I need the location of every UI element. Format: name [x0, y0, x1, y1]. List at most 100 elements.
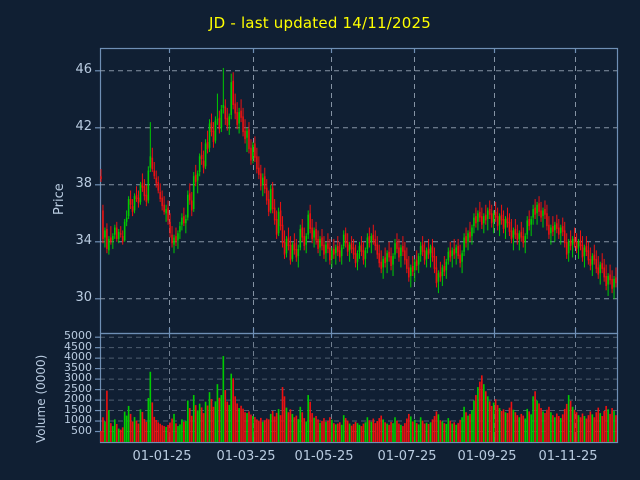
volume-bar — [212, 406, 215, 442]
volume-bar — [123, 411, 126, 442]
volume-bar — [591, 414, 594, 442]
volume-bar — [293, 417, 296, 442]
candle-body — [532, 209, 534, 218]
candle-body — [419, 246, 422, 255]
volume-bar — [404, 423, 406, 442]
volume-bar — [108, 410, 110, 442]
candle-body — [163, 204, 165, 212]
volume-bar — [356, 423, 359, 442]
volume-bar — [287, 412, 290, 442]
volume-bar — [370, 421, 373, 442]
candle-body — [129, 199, 132, 205]
candle-body — [392, 256, 394, 265]
volume-tick-label: 2500 — [64, 381, 92, 395]
volume-bar — [327, 420, 329, 442]
volume-bar — [346, 420, 349, 442]
volume-bar — [145, 421, 148, 442]
volume-bar — [522, 415, 525, 442]
candle-body — [153, 170, 156, 177]
candle-body — [557, 227, 560, 235]
volume-bar — [471, 410, 473, 442]
candle-body — [593, 254, 596, 261]
candle-body — [380, 261, 382, 269]
volume-bar — [331, 419, 333, 442]
volume-bar — [593, 417, 596, 442]
candle-body — [285, 238, 288, 254]
page-title: JD - last updated 14/11/2025 — [209, 14, 431, 32]
candle-body — [500, 214, 503, 221]
candle-body — [425, 250, 428, 259]
volume-bar — [336, 423, 339, 442]
candle-body — [518, 233, 521, 239]
volume-bar — [398, 423, 400, 442]
candle-body — [248, 129, 250, 150]
volume-bar — [488, 401, 491, 442]
volume-bar — [506, 413, 509, 442]
volume-bar — [112, 426, 114, 442]
volume-bar — [362, 423, 365, 442]
candle-body — [119, 233, 122, 235]
volume-bar — [483, 384, 485, 442]
volume-bar — [299, 406, 302, 442]
candle-body — [463, 237, 465, 252]
candle-body — [261, 177, 264, 185]
volume-bar — [121, 427, 124, 442]
volume-bar — [159, 423, 161, 442]
candle-body — [579, 240, 582, 247]
candle-body — [522, 236, 525, 244]
candle-body — [417, 256, 420, 265]
volume-bar — [135, 420, 138, 442]
volume-bar — [350, 425, 353, 442]
candle-body — [587, 250, 590, 261]
volume-tick-label: 3000 — [64, 371, 92, 385]
volume-bar — [125, 415, 128, 442]
candle-body — [413, 261, 416, 271]
candle-body — [342, 234, 345, 247]
candle-body — [569, 240, 572, 247]
volume-bar — [165, 426, 167, 442]
candle-body — [559, 227, 562, 234]
volume-bar — [317, 419, 319, 442]
volume-bar — [196, 410, 199, 442]
volume-bar — [110, 423, 112, 442]
volume-bar — [240, 405, 242, 442]
candle-body — [520, 231, 523, 238]
volume-bar — [413, 419, 416, 442]
volume-bar — [445, 423, 448, 442]
candle-body — [603, 267, 605, 278]
candle-body — [396, 241, 398, 249]
candle-body — [192, 176, 195, 210]
candle-body — [175, 236, 177, 242]
volume-bar — [486, 396, 489, 442]
candle-body — [433, 256, 436, 269]
volume-bar — [579, 417, 582, 442]
candle-body — [394, 243, 396, 255]
volume-bar — [512, 409, 515, 442]
candle-body — [577, 241, 580, 248]
candle-body — [366, 237, 369, 249]
volume-bar — [443, 423, 446, 442]
candle-body — [183, 216, 185, 224]
candle-body — [250, 147, 252, 161]
volume-bar — [232, 378, 234, 442]
volume-bar — [520, 413, 523, 442]
volume-bar — [475, 395, 477, 442]
candle-body — [556, 223, 558, 229]
volume-bar — [552, 415, 554, 442]
volume-bar — [285, 407, 288, 442]
candle-body — [615, 277, 617, 284]
candle-body — [484, 214, 487, 221]
volume-bar — [198, 403, 201, 442]
candle-body — [563, 230, 566, 244]
volume-bar — [175, 423, 177, 442]
volume-bar — [200, 407, 203, 442]
candle-body — [155, 177, 158, 184]
volume-bar — [500, 410, 503, 442]
candle-body — [378, 253, 381, 264]
volume-bar — [358, 424, 361, 442]
candle-body — [445, 261, 448, 271]
volume-bar — [459, 419, 461, 442]
candle-body — [117, 231, 120, 239]
volume-bar — [585, 418, 588, 442]
volume-tick-label: 2000 — [64, 392, 92, 406]
